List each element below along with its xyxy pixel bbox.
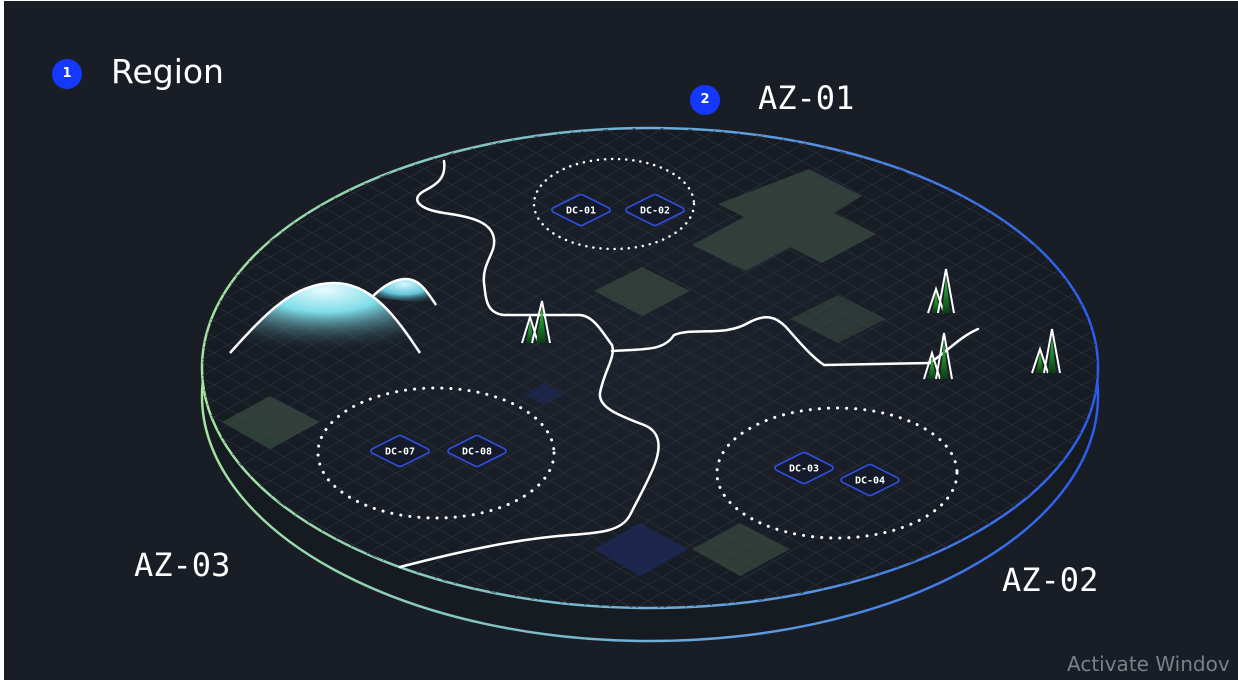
az-02-label: AZ-02 bbox=[1002, 561, 1099, 599]
datacenter-label: DC-08 bbox=[462, 447, 492, 458]
activate-windows-watermark: Activate Windov bbox=[1067, 652, 1230, 676]
datacenter-label: DC-02 bbox=[640, 206, 670, 217]
datacenter-label: DC-01 bbox=[566, 206, 596, 217]
az-01-boundary bbox=[532, 157, 696, 251]
datacenter-icon bbox=[625, 193, 685, 227]
tree-icon bbox=[927, 268, 955, 314]
az-02-boundary bbox=[715, 406, 959, 540]
datacenter-dc-08: DC-08 bbox=[447, 434, 507, 468]
tree-icon bbox=[521, 300, 551, 344]
datacenter-dc-02: DC-02 bbox=[625, 193, 685, 227]
region-map-svg: DC-01 DC-02 DC-03 DC-04 DC-07 DC-08 bbox=[200, 126, 1100, 643]
datacenter-label: DC-04 bbox=[855, 476, 885, 487]
mountain-icon bbox=[229, 277, 438, 354]
datacenter-dc-07: DC-07 bbox=[370, 434, 430, 468]
tree-icon bbox=[1031, 328, 1061, 374]
datacenter-dc-04: DC-04 bbox=[840, 463, 900, 497]
region-badge: 1 bbox=[52, 59, 82, 89]
az-03-label: AZ-03 bbox=[134, 546, 231, 584]
datacenter-icon bbox=[447, 434, 507, 468]
terrain-patches bbox=[222, 169, 886, 576]
datacenter-dc-01: DC-01 bbox=[551, 193, 611, 227]
datacenter-dc-03: DC-03 bbox=[774, 451, 834, 485]
tree-icon bbox=[923, 332, 953, 380]
datacenter-icon bbox=[551, 193, 611, 227]
region-diagram-canvas: DC-01 DC-02 DC-03 DC-04 DC-07 DC-08 1 Region … bbox=[4, 1, 1238, 680]
az-03-boundary bbox=[316, 386, 556, 520]
datacenter-label: DC-07 bbox=[385, 447, 415, 458]
az-01-badge: 2 bbox=[690, 85, 720, 115]
region-title: Region bbox=[111, 52, 224, 91]
datacenter-icon bbox=[840, 463, 900, 497]
datacenter-icon bbox=[370, 434, 430, 468]
datacenter-icon bbox=[774, 451, 834, 485]
datacenter-label: DC-03 bbox=[789, 464, 819, 475]
az-01-label: AZ-01 bbox=[758, 79, 855, 117]
